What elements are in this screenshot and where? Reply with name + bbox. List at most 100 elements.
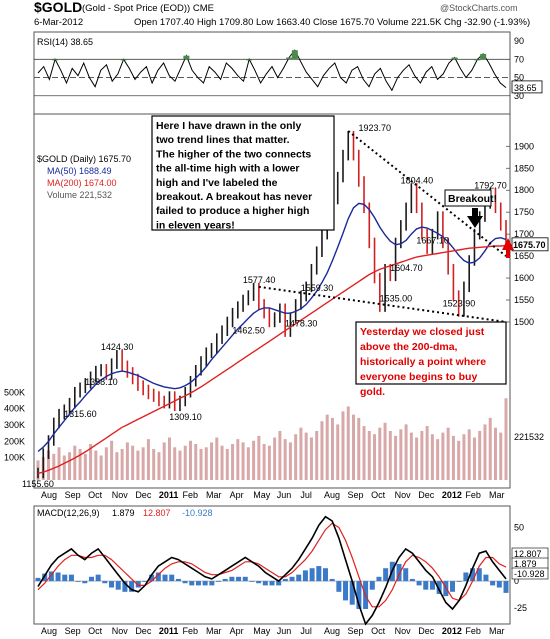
macd-histogram-bar xyxy=(242,576,248,582)
macd-histogram-bar xyxy=(309,568,315,582)
volume-bar xyxy=(141,447,145,480)
month-label: Apr xyxy=(230,490,244,500)
annotation-trendlines-line: The higher of the two connects xyxy=(156,148,311,160)
macd-histogram-bar xyxy=(409,578,415,582)
price-tick-label: 1550 xyxy=(514,295,534,305)
annotation-200dma-line: everyone begins to buy xyxy=(360,371,477,383)
volume-bar xyxy=(420,430,424,480)
volume-bar xyxy=(262,444,266,480)
month-label: Oct xyxy=(371,490,386,500)
volume-bar xyxy=(362,426,366,480)
annotation-200dma-line: Yesterday we closed just xyxy=(360,326,485,338)
macd-histogram-bar xyxy=(476,568,482,582)
rsi-overbought-fill xyxy=(286,57,293,60)
macd-histogram-bar xyxy=(282,578,288,582)
rsi-overbought-fill xyxy=(120,59,127,61)
macd-histogram-bar xyxy=(42,573,48,582)
volume-bar xyxy=(78,448,82,480)
volume-bar xyxy=(257,435,261,480)
price-annotation: 1604.70 xyxy=(390,263,423,273)
rsi-tick-label: 70 xyxy=(514,54,524,64)
macd-histogram-bar xyxy=(95,574,101,582)
macd-month-label: Aug xyxy=(41,626,57,636)
volume-last-value: 221532 xyxy=(514,432,544,442)
macd-histogram-bar xyxy=(62,574,68,582)
macd-histogram-bar xyxy=(109,581,115,588)
chart-subtitle: (Gold - Spot Price (EOD)) CME xyxy=(82,3,214,14)
rsi-tick-label: 50 xyxy=(514,73,524,83)
month-label: Mar xyxy=(206,490,222,500)
price-annotation: 1535.00 xyxy=(380,294,413,304)
volume-bar xyxy=(288,442,292,480)
annotation-trendlines-line: high and I've labeled the xyxy=(156,177,278,189)
volume-bar xyxy=(488,417,492,480)
volume-bar xyxy=(346,406,350,480)
volume-bar xyxy=(157,452,161,480)
ohlc-summary: Open 1707.40 High 1709.80 Low 1663.40 Cl… xyxy=(134,17,530,28)
macd-histogram-bar xyxy=(102,581,108,584)
price-tick-label: 1850 xyxy=(514,163,534,173)
annotation-trendlines-line: Here I have drawn in the only xyxy=(156,120,301,132)
macd-histogram-bar xyxy=(376,576,382,582)
macd-histogram-bar xyxy=(256,581,262,584)
macd-histogram-bar xyxy=(403,568,409,582)
price-annotation: 1577.40 xyxy=(243,275,276,285)
macd-histogram-bar xyxy=(155,572,161,582)
rsi-overbought-fill xyxy=(480,53,487,60)
price-annotation: 1667.10 xyxy=(416,236,449,246)
price-annotation: 1155.60 xyxy=(22,479,54,489)
macd-histogram-bar xyxy=(383,568,389,582)
macd-histogram-bar xyxy=(463,572,469,582)
volume-bar xyxy=(220,445,224,480)
annotation-200dma-line: above the 200-dma, xyxy=(360,341,458,353)
month-label: May xyxy=(253,490,271,500)
month-label: Mar xyxy=(489,490,505,500)
volume-tick-label: 300K xyxy=(4,420,25,430)
rsi-legend: RSI(14) 38.65 xyxy=(37,37,93,47)
macd-histogram-bar xyxy=(296,574,302,582)
volume-bar xyxy=(162,442,166,480)
macd-histogram-bar xyxy=(55,572,61,582)
macd-histogram-bar xyxy=(142,581,148,582)
macd-histogram-bar xyxy=(262,581,268,586)
last-price-box xyxy=(511,237,549,252)
volume-bar xyxy=(467,429,471,480)
rsi-last-value: 38.65 xyxy=(514,83,537,93)
volume-bar xyxy=(241,442,245,480)
macd-histogram-bar xyxy=(35,577,41,582)
macd-histogram-bar xyxy=(75,581,81,582)
macd-histogram-bar xyxy=(175,578,181,582)
macd-histogram-bar xyxy=(470,568,476,582)
macd-month-label: Apr xyxy=(230,626,244,636)
macd-histogram-bar xyxy=(229,576,235,582)
volume-bar xyxy=(178,450,182,480)
last-price-label: 1675.70 xyxy=(513,240,546,250)
macd-month-label: Sep xyxy=(65,626,81,636)
volume-bar xyxy=(472,437,476,480)
volume-bar xyxy=(225,448,229,480)
macd-tick-label: 50 xyxy=(514,522,524,532)
macd-histogram-bar xyxy=(483,574,489,582)
volume-bar xyxy=(409,432,413,480)
volume-bar xyxy=(57,447,61,480)
macd-histogram-bar xyxy=(369,581,375,590)
rsi-overbought-fill xyxy=(52,59,59,61)
volume-tick-label: 500K xyxy=(4,387,25,397)
lower-trend-line xyxy=(258,285,507,323)
volume-bar xyxy=(104,447,108,480)
macd-histogram-bar xyxy=(343,581,349,601)
macd-last-box xyxy=(511,567,549,580)
macd-histogram-bar xyxy=(122,581,128,592)
volume-bar xyxy=(478,430,482,480)
rsi-overbought-fill xyxy=(183,55,190,60)
macd-histogram-bar xyxy=(129,581,135,592)
volume-bar xyxy=(457,440,461,480)
month-label: 2012 xyxy=(442,490,462,500)
rsi-tick-label: 30 xyxy=(514,91,524,101)
rsi-panel xyxy=(33,31,511,115)
macd-last-value: 12.807 xyxy=(514,549,542,559)
price-tick-label: 1800 xyxy=(514,185,534,195)
volume-bar xyxy=(52,453,56,480)
macd-histogram-bar xyxy=(169,574,175,582)
chart-date: 6-Mar-2012 xyxy=(34,17,83,28)
